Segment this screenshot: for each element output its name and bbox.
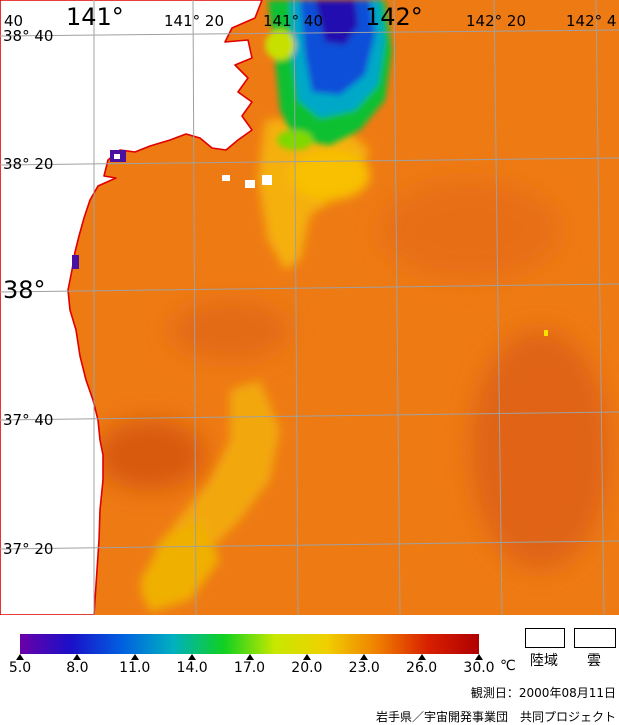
land-area bbox=[0, 0, 263, 615]
colorbar-tick-label: 8.0 bbox=[66, 660, 89, 676]
colorbar-tick-marker bbox=[16, 654, 24, 660]
colorbar-tick-marker bbox=[73, 654, 82, 660]
grid-line bbox=[0, 540, 619, 550]
cloud-swatch bbox=[574, 628, 616, 648]
lon-label: 141° 40 bbox=[263, 12, 323, 30]
grid-line bbox=[595, 0, 605, 615]
grid-line bbox=[0, 157, 619, 166]
temperature-colorbar bbox=[20, 634, 479, 654]
grid-line bbox=[192, 0, 197, 615]
lat-label: 38° 20 bbox=[3, 155, 54, 173]
grid-line bbox=[0, 29, 619, 37]
grid-line bbox=[493, 0, 503, 615]
sst-map bbox=[0, 0, 619, 615]
colorbar-tick-label: 11.0 bbox=[119, 660, 151, 676]
cool-plume bbox=[140, 115, 370, 612]
lat-label: 38° bbox=[3, 276, 46, 304]
colorbar-tick-label: 20.0 bbox=[291, 660, 323, 676]
lon-label: 40 bbox=[4, 12, 24, 30]
colorbar-tick-label: 30.0 bbox=[463, 660, 495, 676]
unit-label: ℃ bbox=[500, 658, 516, 674]
land-swatch bbox=[525, 628, 565, 648]
cold-water bbox=[265, 0, 392, 150]
colorbar-tick-label: 14.0 bbox=[176, 660, 208, 676]
colorbar-tick-marker bbox=[245, 654, 254, 660]
lon-label: 141° 20 bbox=[164, 12, 224, 30]
land-legend-label: 陸域 bbox=[530, 653, 558, 669]
colorbar-tick-label: 23.0 bbox=[348, 660, 380, 676]
lon-label: 142° bbox=[365, 3, 423, 31]
observation-date: 観測日：2000年08月11日 bbox=[470, 686, 616, 700]
lat-label: 37° 40 bbox=[3, 411, 54, 429]
colorbar-tick-marker bbox=[360, 654, 369, 660]
grid-line bbox=[0, 283, 619, 293]
map-grid bbox=[0, 0, 619, 615]
cloud-legend-label: 雲 bbox=[587, 653, 601, 669]
colorbar-tick-label: 5.0 bbox=[8, 660, 32, 676]
colorbar-tick-label: 17.0 bbox=[233, 660, 266, 676]
lat-label: 38° 40 bbox=[3, 27, 54, 45]
colorbar-tick-marker bbox=[417, 654, 426, 660]
lon-label: 142° 4 bbox=[566, 12, 617, 30]
grid-line bbox=[393, 0, 401, 615]
grid-line bbox=[293, 0, 299, 615]
lon-label: 142° 20 bbox=[466, 12, 526, 30]
grid-line bbox=[0, 411, 619, 421]
colorbar-tick-label: 26.0 bbox=[406, 660, 438, 676]
credit-line: 岩手県／宇宙開発事業団 共同プロジェクト bbox=[375, 710, 616, 724]
coastal-details bbox=[72, 150, 548, 336]
colorbar-tick-marker bbox=[130, 654, 139, 660]
warm-patches bbox=[95, 180, 610, 570]
colorbar-tick-marker bbox=[475, 654, 483, 660]
lat-label: 37° 20 bbox=[3, 540, 54, 558]
colorbar-tick-marker bbox=[302, 654, 311, 660]
colorbar-tick-marker bbox=[188, 654, 197, 660]
lon-label: 141° bbox=[66, 3, 124, 31]
